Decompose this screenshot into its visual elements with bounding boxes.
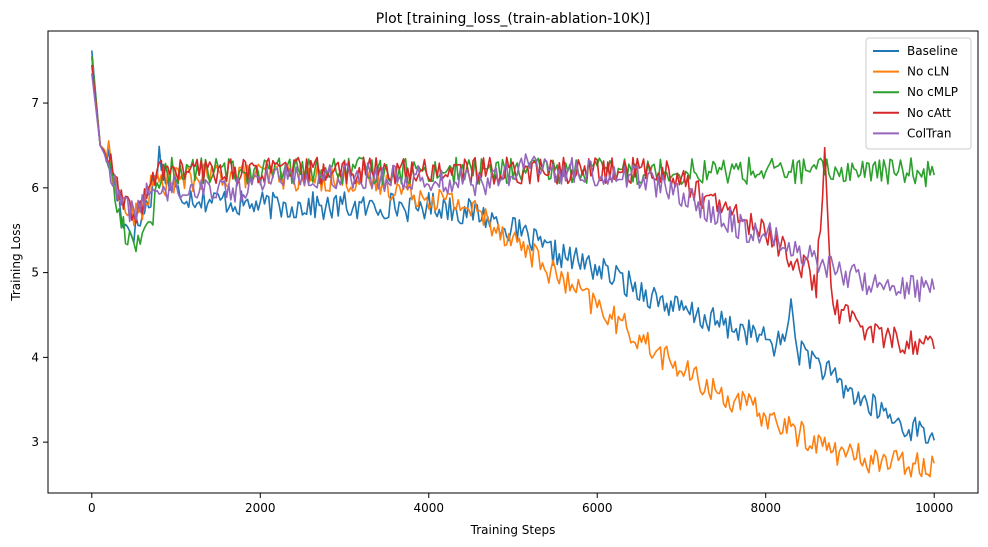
x-tick: 0 bbox=[88, 493, 96, 515]
x-tick-label: 8000 bbox=[750, 501, 781, 515]
legend: Baseline No cLN No cMLP No cAtt ColTran bbox=[865, 37, 972, 150]
x-tick: 2000 bbox=[245, 493, 276, 515]
legend-label: No cMLP bbox=[907, 85, 958, 99]
plot-frame bbox=[47, 30, 979, 494]
x-tick-label: 2000 bbox=[245, 501, 276, 515]
legend-label: No cAtt bbox=[907, 106, 951, 120]
y-tick: 3 bbox=[31, 435, 48, 449]
series-layer bbox=[91, 50, 935, 478]
y-tick-label: 4 bbox=[31, 350, 39, 364]
chart-title: Plot [training_loss_(train-ablation-10K)… bbox=[376, 11, 650, 27]
x-axis-ticks: 0 2000 4000 6000 8000 10000 bbox=[88, 493, 953, 515]
legend-label: ColTran bbox=[907, 126, 952, 140]
y-axis-ticks: 3 4 5 6 7 bbox=[31, 96, 48, 449]
x-tick: 10000 bbox=[915, 493, 953, 515]
x-tick-label: 0 bbox=[88, 501, 96, 515]
x-tick-label: 10000 bbox=[915, 501, 953, 515]
y-tick: 5 bbox=[31, 266, 48, 280]
x-tick: 8000 bbox=[750, 493, 781, 515]
y-tick: 6 bbox=[31, 181, 48, 195]
series-line-no-cln bbox=[91, 56, 935, 478]
y-tick-label: 6 bbox=[31, 181, 39, 195]
series-line-no-cmlp bbox=[91, 56, 935, 253]
series-line-no-catt bbox=[91, 64, 935, 356]
legend-label: Baseline bbox=[907, 44, 958, 58]
legend-label: No cLN bbox=[907, 65, 949, 79]
x-axis-title: Training Steps bbox=[470, 523, 556, 537]
series-line-coltran bbox=[91, 73, 935, 303]
legend-frame bbox=[865, 37, 972, 150]
x-tick-label: 6000 bbox=[582, 501, 613, 515]
y-tick-label: 7 bbox=[31, 96, 39, 110]
series-line-baseline bbox=[91, 50, 935, 444]
x-tick: 4000 bbox=[413, 493, 444, 515]
x-tick-label: 4000 bbox=[413, 501, 444, 515]
y-axis-title: Training Loss bbox=[9, 223, 23, 301]
y-tick: 7 bbox=[31, 96, 48, 110]
x-tick: 6000 bbox=[582, 493, 613, 515]
y-tick-label: 3 bbox=[31, 435, 39, 449]
y-tick-label: 5 bbox=[31, 266, 39, 280]
y-tick: 4 bbox=[31, 350, 48, 364]
